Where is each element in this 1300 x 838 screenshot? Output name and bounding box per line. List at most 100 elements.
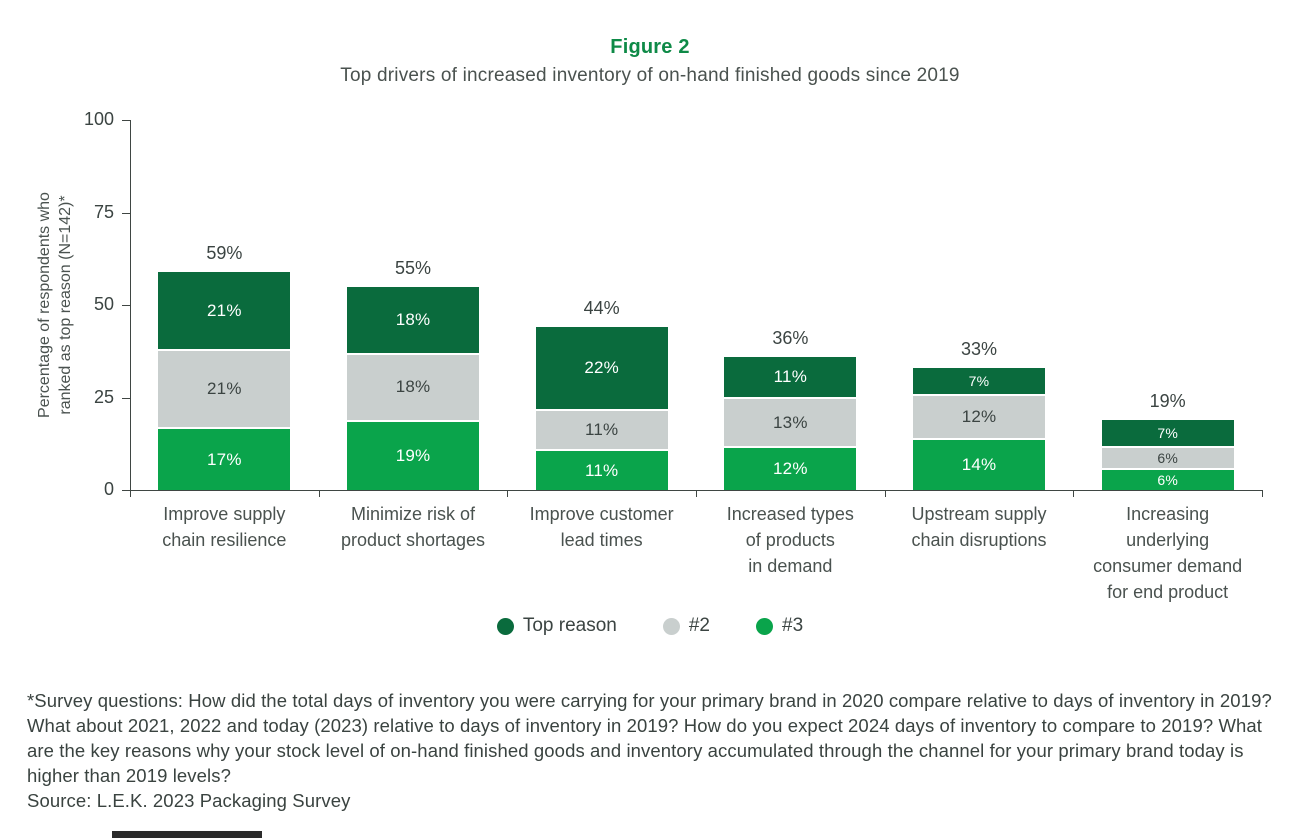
- legend-label: Top reason: [522, 615, 617, 636]
- category-label-line: product shortages: [340, 530, 486, 550]
- y-axis-line: [130, 120, 131, 490]
- category-label-line: Upstream supply: [911, 504, 1047, 524]
- bar-total-label: 44%: [583, 298, 620, 319]
- legend-item: Top reason: [496, 615, 617, 637]
- bar: 7% 6% 6%: [1101, 419, 1234, 490]
- category-label-line: underlying: [1126, 530, 1210, 550]
- bar-segment: 7%: [913, 367, 1045, 394]
- source-text: Source: L.E.K. 2023 Packaging Survey: [27, 790, 351, 811]
- footnote-text: *Survey questions: How did the total day…: [27, 690, 1272, 786]
- x-tick-mark: [318, 490, 320, 497]
- figure-subtitle: Top drivers of increased inventory of on…: [340, 65, 960, 86]
- figure-label: Figure 2: [610, 36, 690, 58]
- segment-value-label: 7%: [1157, 424, 1178, 441]
- category-label-line: in demand: [748, 556, 833, 576]
- category-label-line: Increased types: [726, 504, 854, 524]
- footnote-block: *Survey questions: How did the total day…: [27, 688, 1281, 813]
- category-label-line: Increasing: [1126, 504, 1210, 524]
- y-tick-mark: [122, 397, 130, 399]
- stacked-bar-chart: Percentage of respondents who ranked as t…: [0, 100, 1300, 612]
- y-tick-mark: [122, 120, 130, 121]
- bar: 21% 21% 17%: [158, 271, 291, 490]
- category-label: Increasing underlying consumer demand for e…: [1073, 501, 1262, 605]
- category-label-line: for end product: [1107, 582, 1229, 602]
- segment-value-label: 14%: [961, 455, 997, 475]
- segment-value-label: 12%: [961, 406, 997, 426]
- bar-segment: 17%: [158, 427, 291, 490]
- y-tick-mark: [122, 212, 130, 214]
- legend-item: #3: [756, 615, 803, 637]
- bar-total-label: 55%: [394, 257, 432, 278]
- category-label-line: Improve customer: [529, 504, 674, 524]
- segment-value-label: 19%: [395, 445, 431, 465]
- bar-segment: 11%: [535, 408, 668, 450]
- category-label: Improve customer lead times: [507, 501, 696, 553]
- segment-value-label: 6%: [1157, 471, 1178, 488]
- bar-total-label: 19%: [1149, 390, 1186, 411]
- segment-value-label: 17%: [207, 449, 242, 469]
- segment-value-label: 7%: [968, 372, 990, 389]
- bar-segment: 13%: [724, 397, 857, 446]
- segment-value-label: 21%: [207, 379, 242, 399]
- y-tick-mark: [122, 490, 130, 491]
- x-tick-mark: [696, 490, 697, 497]
- category-label-line: of products: [745, 530, 835, 550]
- cropped-content-sliver: [112, 831, 262, 838]
- x-tick-mark: [1262, 490, 1263, 497]
- y-tick-label: 100: [83, 109, 114, 129]
- segment-value-label: 13%: [773, 412, 808, 432]
- bar-segment: 6%: [1101, 467, 1234, 490]
- y-tick-label: 25: [93, 386, 114, 407]
- category-label: Increased types of products in demand: [696, 501, 885, 579]
- category-label-line: Minimize risk of: [350, 504, 475, 524]
- x-tick-mark: [884, 490, 886, 497]
- category-label-line: Improve supply: [163, 504, 286, 524]
- bar-total-label: 33%: [960, 338, 998, 359]
- bar-segment: 12%: [913, 393, 1045, 439]
- legend-label: #3: [782, 615, 804, 636]
- bar-segment: 7%: [1101, 419, 1234, 446]
- bar: 22% 11% 11%: [535, 327, 668, 490]
- legend-dot-icon: [662, 617, 680, 635]
- segment-value-label: 11%: [773, 367, 808, 387]
- x-tick-mark: [507, 490, 509, 497]
- legend-item: #2: [662, 615, 710, 637]
- bar-segment: 11%: [724, 356, 857, 398]
- segment-value-label: 21%: [207, 300, 242, 320]
- bar-segment: 6%: [1101, 445, 1234, 468]
- segment-value-label: 12%: [773, 458, 808, 478]
- bar-total-label: 59%: [206, 242, 243, 263]
- segment-value-label: 11%: [584, 419, 619, 439]
- category-label-line: chain disruptions: [911, 530, 1047, 550]
- bar-segment: 21%: [158, 349, 291, 428]
- y-tick-label: 0: [103, 479, 114, 499]
- category-label-line: consumer demand: [1093, 556, 1243, 576]
- y-tick-label: 50: [93, 294, 114, 314]
- y-axis-title-line: Percentage of respondents who: [36, 192, 53, 418]
- y-tick-label: 75: [93, 201, 114, 222]
- bar-segment: 14%: [913, 438, 1045, 490]
- bar-segment: 19%: [347, 419, 479, 490]
- bar-segment: 18%: [347, 286, 479, 354]
- bar: 11% 13% 12%: [724, 356, 857, 490]
- segment-value-label: 22%: [584, 357, 619, 377]
- y-tick-mark: [122, 305, 130, 306]
- category-label: Upstream supply chain disruptions: [885, 501, 1074, 553]
- bar-segment: 22%: [535, 327, 668, 409]
- legend: Top reason #2 #3: [0, 615, 1300, 637]
- bar-segment: 21%: [158, 271, 291, 350]
- legend-label: #2: [688, 615, 710, 636]
- category-label-line: chain resilience: [162, 530, 287, 550]
- segment-value-label: 18%: [395, 309, 431, 329]
- category-label: Improve supply chain resilience: [130, 501, 319, 553]
- bar-total-label: 36%: [772, 327, 809, 348]
- segment-value-label: 11%: [584, 460, 619, 480]
- bar: 7% 12% 14%: [913, 367, 1045, 490]
- segment-value-label: 6%: [1157, 449, 1178, 466]
- category-label-line: lead times: [560, 530, 643, 550]
- legend-dot-icon: [496, 617, 514, 635]
- x-tick-mark: [130, 490, 131, 497]
- bar-segment: 12%: [724, 445, 857, 490]
- legend-dot-icon: [756, 617, 773, 635]
